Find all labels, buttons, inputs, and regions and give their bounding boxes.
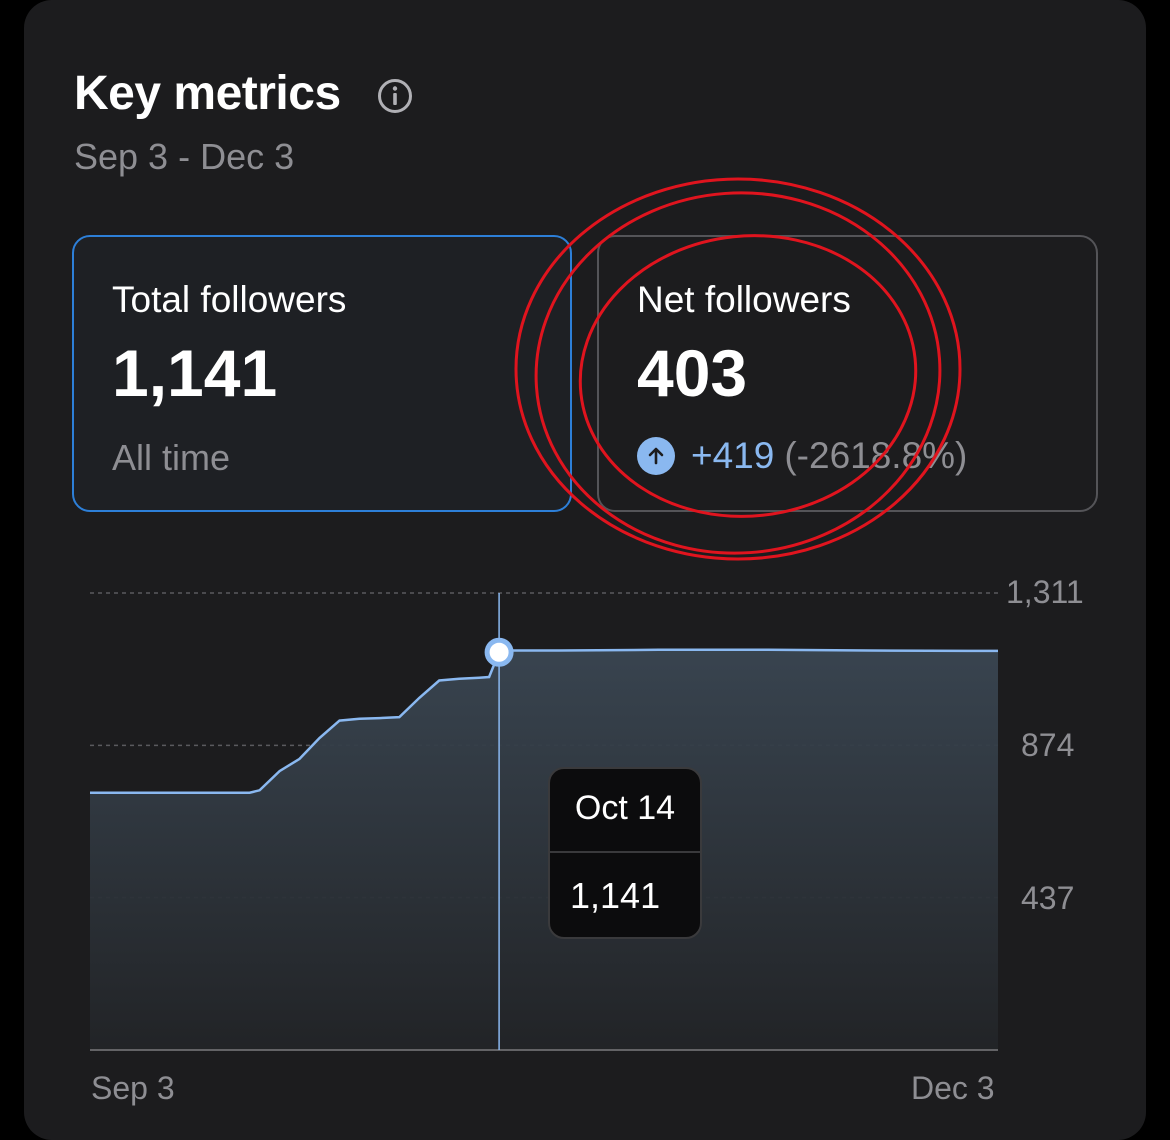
chart-tooltip: Oct 14 1,141 <box>548 767 702 939</box>
followers-chart[interactable] <box>0 0 1170 1106</box>
total-followers-tile[interactable]: Total followers 1,141 All time <box>72 235 572 512</box>
info-circle-icon[interactable] <box>377 78 413 114</box>
page-title: Key metrics <box>74 67 341 120</box>
selected-point-marker[interactable] <box>484 637 514 667</box>
followers-area <box>90 649 998 1050</box>
x-tick-label: Dec 3 <box>911 1070 995 1106</box>
y-tick-label: 437 <box>1021 880 1075 916</box>
tile-label: Total followers <box>112 279 347 320</box>
x-tick-label: Sep 3 <box>91 1070 175 1106</box>
tooltip-value: 1,141 <box>570 875 661 916</box>
y-tick-label: 874 <box>1021 727 1075 763</box>
tooltip-divider <box>550 851 700 853</box>
tile-value: 1,141 <box>112 336 278 410</box>
tile-sub: All time <box>112 437 231 478</box>
tooltip-date: Oct 14 <box>574 789 676 827</box>
y-tick-label: 1,311 <box>1006 574 1084 610</box>
date-range: Sep 3 - Dec 3 <box>74 136 295 177</box>
followers-line <box>90 648 998 794</box>
